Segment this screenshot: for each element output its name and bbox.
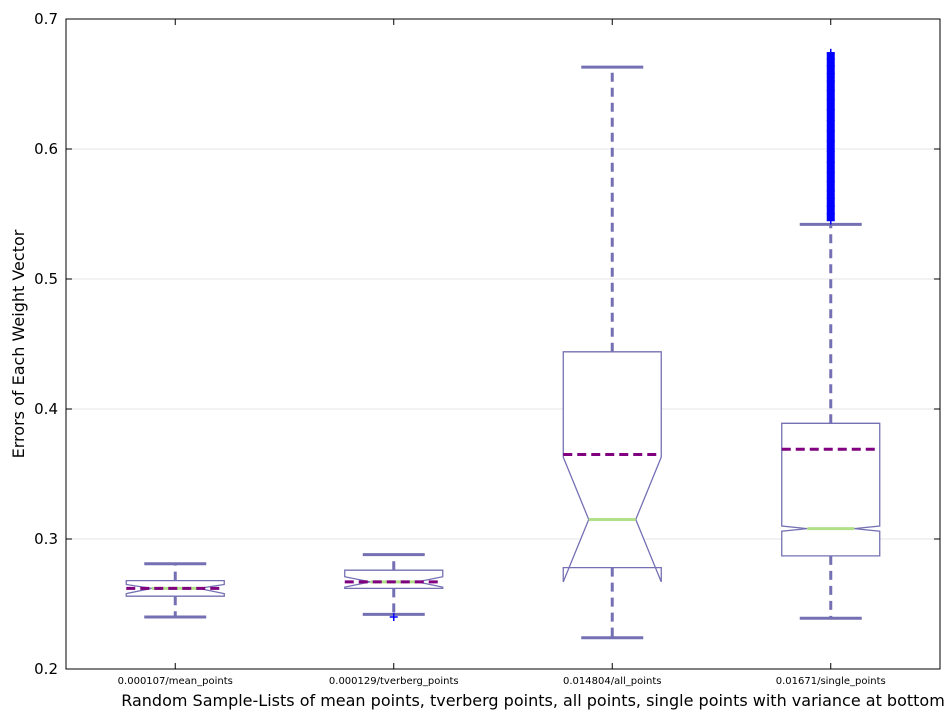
box: [344, 569, 444, 590]
x-tick-label: 0.01671/single_points: [776, 676, 886, 687]
x-tick-label: 0.000129/tverberg_points: [329, 676, 459, 687]
y-axis-title: Errors of Each Weight Vector: [9, 229, 28, 458]
box: [781, 422, 881, 557]
plot-frame: [65, 18, 941, 670]
x-tick-label: 0.014804/all_points: [563, 676, 661, 687]
flier-cluster: [826, 52, 835, 221]
x-axis: 0.000107/mean_points 0.000129/tverberg_po…: [118, 19, 886, 687]
y-axis: 0.2 0.3 0.4 0.5 0.6 0.7: [34, 10, 940, 678]
x-axis-title: Random Sample-Lists of mean points, tver…: [121, 691, 945, 710]
y-tick-label: 0.6: [34, 140, 58, 158]
box: [562, 351, 662, 583]
y-tick-label: 0.3: [34, 530, 58, 548]
x-tick-label: 0.000107/mean_points: [118, 676, 233, 687]
y-tick-label: 0.4: [34, 400, 58, 418]
box-group: [562, 65, 662, 640]
boxes: [125, 48, 881, 640]
box-group: [125, 562, 225, 619]
y-tick-label: 0.2: [34, 660, 58, 678]
y-tick-label: 0.5: [34, 270, 58, 288]
box-group: [344, 553, 444, 621]
box-group: [781, 48, 881, 620]
y-tick-label: 0.7: [34, 10, 58, 28]
